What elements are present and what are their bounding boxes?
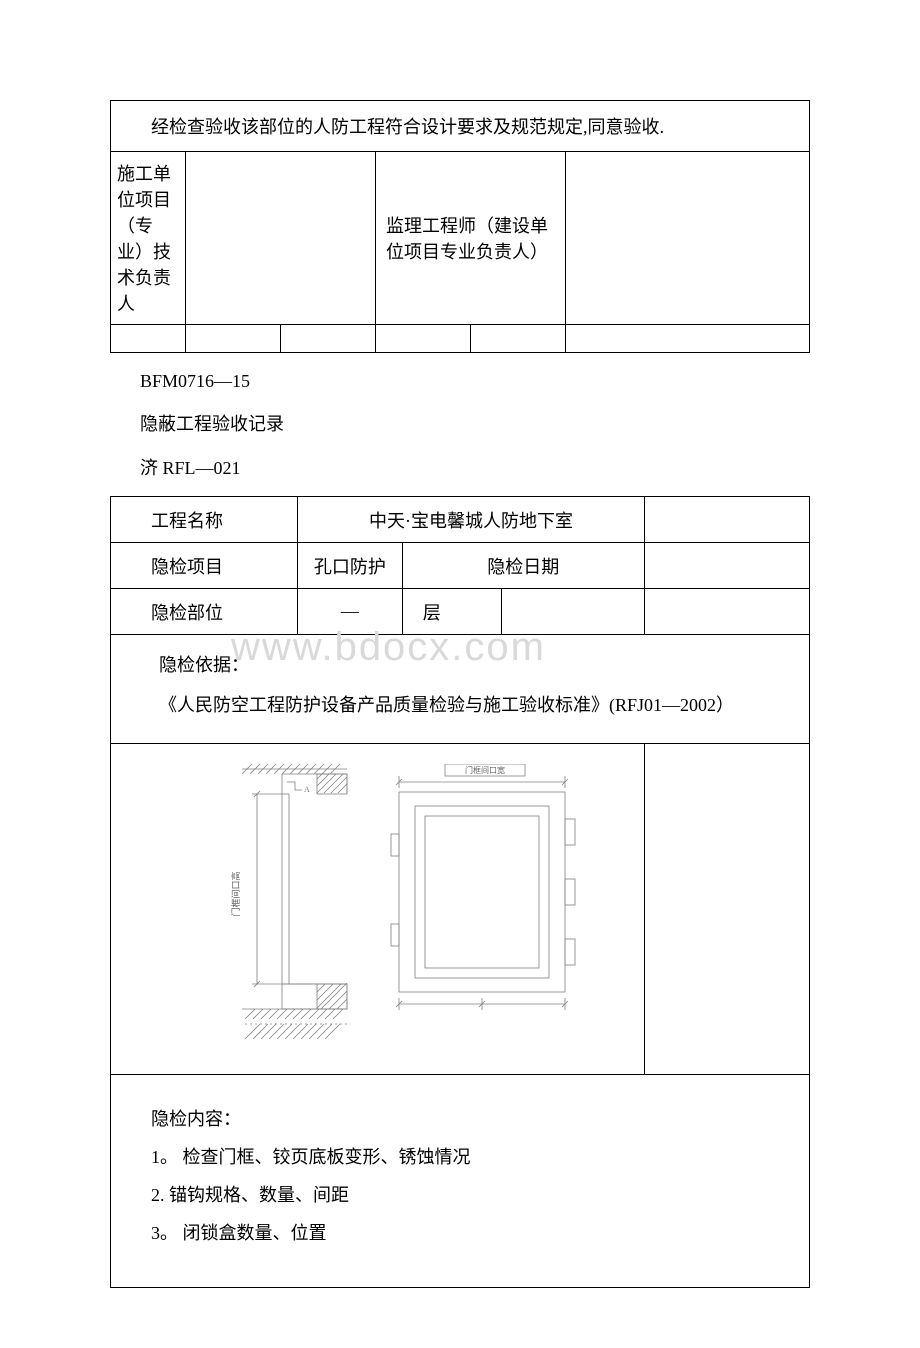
supervisor-signer-space bbox=[566, 152, 810, 325]
empty-cell bbox=[566, 325, 810, 353]
diagram-cell: A bbox=[111, 744, 645, 1075]
inspection-content-cell: 隐检内容： 1。 检查门框、铰页底板变形、锈蚀情况 2. 锚钩规格、数量、间距 … bbox=[111, 1075, 810, 1288]
content-item-2: 2. 锚钩规格、数量、间距 bbox=[151, 1181, 797, 1207]
empty-cell bbox=[281, 325, 376, 353]
inspection-item-value: 孔口防护 bbox=[298, 543, 403, 589]
project-name-label: 工程名称 bbox=[111, 497, 298, 543]
form-code-1: BFM0716—15 bbox=[140, 371, 810, 392]
inspection-item-label: 隐检项目 bbox=[111, 543, 298, 589]
empty-cell bbox=[644, 589, 809, 635]
approval-table: 经检查验收该部位的人防工程符合设计要求及规范规定,同意验收. 施工单位项目（专业… bbox=[110, 100, 810, 353]
construction-signer-label: 施工单位项目（专业）技术负责人 bbox=[111, 152, 186, 325]
svg-text:门框间口高: 门框间口高 bbox=[230, 871, 241, 916]
door-frame-diagram: A bbox=[167, 764, 587, 1054]
inspection-location-value2: 层 bbox=[402, 589, 501, 635]
inspection-basis-cell: www.bdocx.com 隐检依据： 《人民防空工程防护设备产品质量检验与施工… bbox=[111, 635, 810, 744]
inspection-location-value1: — bbox=[298, 589, 403, 635]
content-label: 隐检内容： bbox=[151, 1105, 797, 1131]
basis-text: 《人民防空工程防护设备产品质量检验与施工验收标准》(RFJ01—2002） bbox=[123, 691, 797, 717]
svg-text:A: A bbox=[304, 785, 310, 794]
empty-cell bbox=[186, 325, 281, 353]
inspection-location-label: 隐检部位 bbox=[111, 589, 298, 635]
inspection-date-label: 隐检日期 bbox=[402, 543, 644, 589]
diagram-side-cell bbox=[644, 744, 809, 1075]
svg-text:门框间口宽: 门框间口宽 bbox=[465, 765, 505, 775]
inspection-date-value bbox=[644, 543, 809, 589]
basis-label: 隐检依据： bbox=[123, 651, 797, 677]
approval-header: 经检查验收该部位的人防工程符合设计要求及规范规定,同意验收. bbox=[111, 101, 810, 152]
form-code-2: 济 RFL—021 bbox=[140, 454, 810, 480]
project-name-value: 中天·宝电馨城人防地下室 bbox=[298, 497, 645, 543]
content-item-3: 3。 闭锁盒数量、位置 bbox=[151, 1219, 797, 1245]
empty-cell bbox=[501, 589, 644, 635]
empty-cell bbox=[376, 325, 471, 353]
empty-cell bbox=[471, 325, 566, 353]
empty-cell bbox=[111, 325, 186, 353]
content-item-1: 1。 检查门框、铰页底板变形、锈蚀情况 bbox=[151, 1143, 797, 1169]
inspection-table: 工程名称 中天·宝电馨城人防地下室 隐检项目 孔口防护 隐检日期 隐检部位 — … bbox=[110, 496, 810, 1288]
form-title: 隐蔽工程验收记录 bbox=[140, 410, 810, 436]
empty-cell bbox=[644, 497, 809, 543]
supervisor-signer-label: 监理工程师（建设单位项目专业负责人） bbox=[376, 152, 566, 325]
construction-signer-space bbox=[186, 152, 376, 325]
